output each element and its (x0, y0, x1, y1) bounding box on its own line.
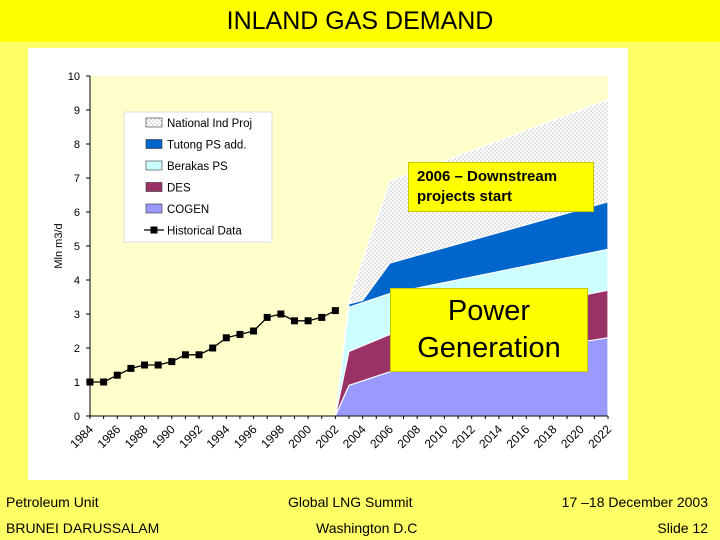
x-tick-label: 2008 (394, 422, 423, 451)
x-tick-label: 2022 (585, 422, 614, 451)
historical-point (304, 317, 312, 325)
x-tick-label: 2014 (476, 422, 505, 451)
legend: National Ind Proj Tutong PS add. Berakas P… (123, 111, 273, 243)
legend-label: Berakas PS (167, 161, 228, 173)
y-axis-label: Mln m3/d (53, 223, 65, 268)
legend-label: DES (167, 183, 191, 195)
x-tick-label: 2010 (422, 422, 451, 451)
y-tick-label: 7 (74, 173, 80, 185)
power-callout-line1: Power (447, 295, 531, 327)
footer-slide-number: Slide 12 (657, 520, 708, 536)
x-tick-label: 1996 (231, 422, 260, 451)
legend-box (123, 111, 273, 243)
slide-title: INLAND GAS DEMAND (0, 0, 720, 42)
x-tick-label: 2020 (558, 422, 587, 451)
y-tick-label: 3 (74, 309, 80, 321)
x-tick-label: 1992 (176, 422, 205, 451)
x-tick-label: 2012 (449, 422, 478, 451)
x-tick-label: 2002 (313, 422, 342, 451)
x-tick-label: 1986 (95, 422, 124, 451)
legend-swatch (145, 117, 163, 128)
y-tick-label: 8 (74, 139, 80, 151)
footer-country: BRUNEI DARUSSALAM (6, 520, 160, 536)
footer-location: Washington D.C (316, 520, 418, 536)
y-tick-label: 1 (74, 377, 80, 389)
historical-point (263, 313, 271, 321)
x-tick-label: 2006 (367, 422, 396, 451)
y-tick-label: 10 (68, 71, 80, 83)
axes (86, 75, 609, 419)
y-tick-label: 6 (74, 207, 80, 219)
footer-date: 17 –18 December 2003 (561, 494, 708, 510)
historical-point (331, 307, 339, 315)
historical-series (86, 307, 339, 386)
x-tick-label: 1984 (67, 422, 96, 451)
downstream-callout: 2006 – Downstream projects start (408, 162, 594, 212)
y-tick-label: 4 (74, 275, 80, 287)
x-tick-label: 2000 (285, 422, 314, 451)
legend-label: Tutong PS add. (167, 140, 247, 152)
historical-point (277, 310, 285, 318)
legend-swatch (145, 203, 163, 214)
power-callout-line2: Generation (417, 332, 561, 364)
y-tick-label: 9 (74, 105, 80, 117)
legend-swatch (145, 160, 163, 171)
historical-point (195, 351, 203, 359)
y-tick-label: 0 (74, 411, 80, 423)
x-tick-label: 1988 (122, 422, 151, 451)
historical-point (100, 378, 108, 386)
y-tick-label: 2 (74, 343, 80, 355)
x-tick-label: 2018 (531, 422, 560, 451)
historical-point (318, 313, 326, 321)
legend-label: Historical Data (167, 226, 242, 238)
footer-event: Global LNG Summit (288, 494, 413, 510)
historical-point (154, 361, 162, 369)
footer-org: Petroleum Unit (6, 494, 99, 510)
x-tick-label: 2016 (504, 422, 533, 451)
legend-swatch (145, 139, 163, 149)
historical-point (113, 371, 121, 379)
power-generation-callout: Power Generation (390, 288, 588, 372)
historical-point (209, 344, 217, 352)
legend-marker (150, 226, 158, 234)
historical-point (141, 361, 149, 369)
x-tick-label: 1994 (204, 422, 233, 451)
y-tick-labels: 0 1 2 3 4 5 6 7 8 9 10 (68, 71, 80, 423)
x-tick-labels: 1984198619881990199219941996199820002002… (67, 422, 614, 451)
x-tick-label: 1998 (258, 422, 287, 451)
legend-label: COGEN (167, 204, 209, 216)
x-tick-label: 1990 (149, 422, 178, 451)
legend-label: National Ind Proj (167, 118, 252, 130)
historical-point (236, 330, 244, 338)
x-tick-label: 2004 (340, 422, 369, 451)
historical-point (290, 317, 298, 325)
historical-point (127, 364, 135, 372)
historical-point (168, 358, 176, 366)
historical-point (222, 334, 230, 342)
historical-point (250, 327, 258, 335)
y-tick-label: 5 (74, 241, 80, 253)
legend-swatch (145, 182, 163, 192)
historical-point (181, 351, 189, 359)
